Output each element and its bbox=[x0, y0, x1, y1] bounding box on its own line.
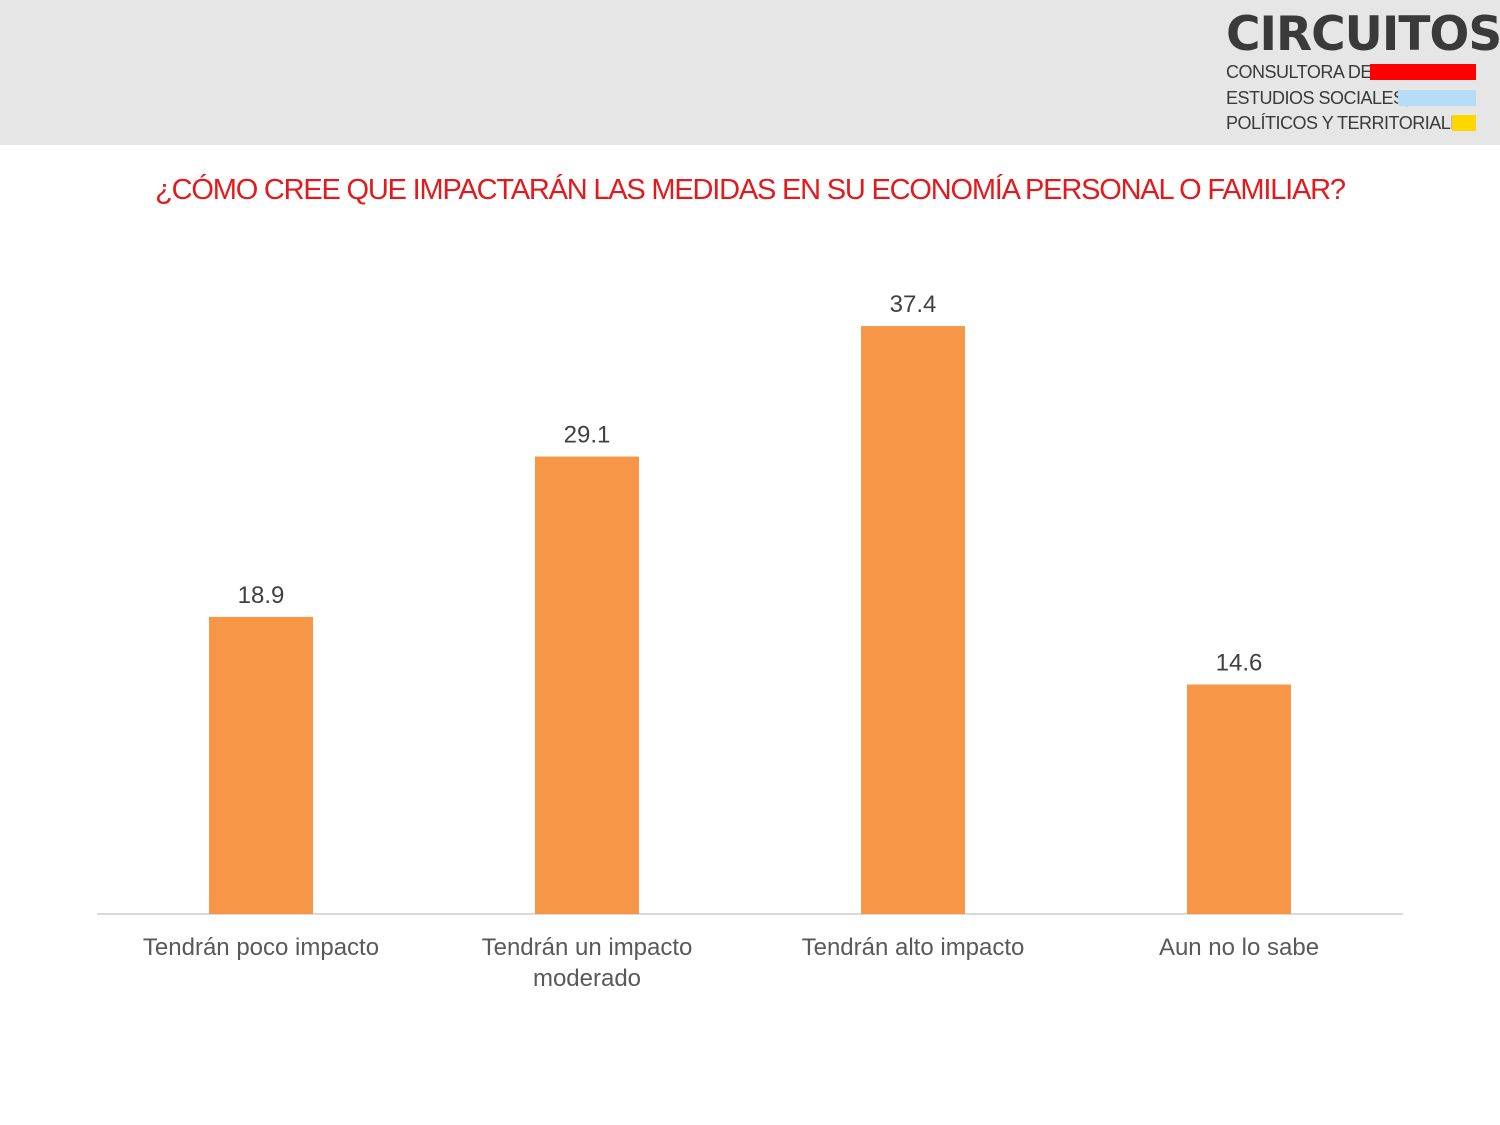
bar-3 bbox=[861, 326, 965, 914]
logo-tagline-text-3: POLÍTICOS Y TERRITORIALES bbox=[1226, 113, 1474, 133]
category-label-1: Tendrán poco impacto bbox=[111, 932, 411, 963]
logo-yellow-stripe bbox=[1452, 115, 1476, 131]
category-label-line: Tendrán un impacto bbox=[481, 934, 693, 961]
category-label-4: Aun no lo sabe bbox=[1089, 932, 1389, 963]
header-band bbox=[0, 0, 1500, 145]
logo-red-stripe bbox=[1370, 64, 1476, 80]
category-label-line: Tendrán poco impacto bbox=[142, 934, 380, 961]
logo-tagline-line-3: POLÍTICOS Y TERRITORIALES bbox=[1226, 112, 1476, 134]
category-label-line: moderado bbox=[532, 965, 642, 992]
logo-tagline-text-1: CONSULTORA DE bbox=[1226, 62, 1372, 82]
data-label-3: 37.4 bbox=[890, 291, 937, 318]
circuitos-logo: CIRCUITOS CONSULTORA DE ESTUDIOS SOCIALE… bbox=[1226, 10, 1500, 135]
logo-tagline-text-2: ESTUDIOS SOCIALES, bbox=[1226, 88, 1410, 108]
category-label-2: Tendrán un impacto moderado bbox=[437, 932, 737, 994]
category-label-3: Tendrán alto impacto bbox=[763, 932, 1063, 963]
bar-1 bbox=[209, 616, 313, 914]
bar-4 bbox=[1187, 684, 1291, 914]
data-label-1: 18.9 bbox=[238, 582, 285, 609]
data-label-2: 29.1 bbox=[564, 422, 611, 449]
logo-tagline-line-2: ESTUDIOS SOCIALES, bbox=[1226, 87, 1476, 109]
logo-brand: CIRCUITOS bbox=[1226, 7, 1500, 62]
data-label-4: 14.6 bbox=[1216, 649, 1263, 676]
category-label-line: Aun no lo sabe bbox=[1158, 934, 1320, 961]
chart-title: ¿CÓMO CREE QUE IMPACTARÁN LAS MEDIDAS EN… bbox=[155, 174, 1346, 206]
logo-blue-stripe bbox=[1398, 90, 1476, 106]
bar-2 bbox=[535, 456, 639, 914]
logo-tagline-line-1: CONSULTORA DE bbox=[1226, 61, 1476, 83]
category-label-line: Tendrán alto impacto bbox=[801, 934, 1025, 961]
